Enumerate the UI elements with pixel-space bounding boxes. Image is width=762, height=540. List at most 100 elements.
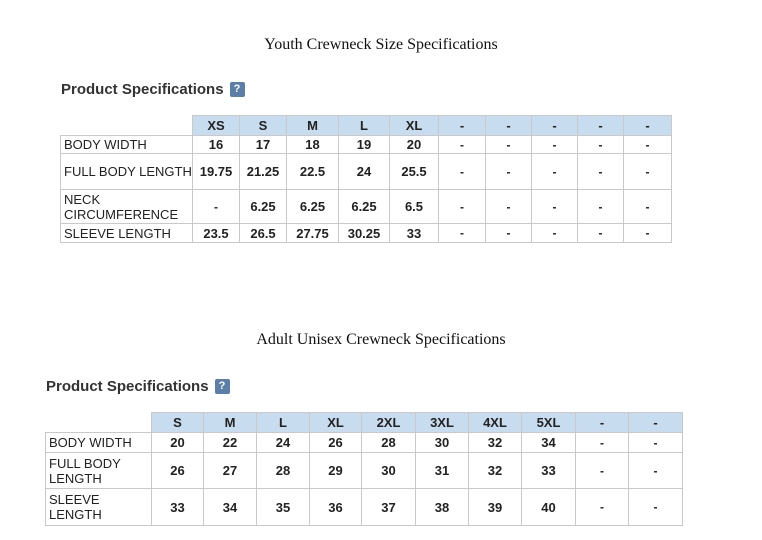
table-cell: 27.75 xyxy=(286,223,339,243)
table-cell: 24 xyxy=(256,432,310,453)
table-cell: 35 xyxy=(256,488,310,526)
table-cell: 19 xyxy=(338,135,390,154)
row-label: BODY WIDTH xyxy=(60,135,193,154)
table-cell: - xyxy=(485,189,532,224)
table-cell: 32 xyxy=(468,452,522,489)
row-label: BODY WIDTH xyxy=(45,432,152,453)
table-cell: - xyxy=(438,189,486,224)
size-column-header: - xyxy=(623,115,672,136)
table-cell: - xyxy=(628,488,683,526)
table-cell: 6.5 xyxy=(389,189,439,224)
help-icon[interactable]: ? xyxy=(214,379,230,394)
size-column-header: L xyxy=(338,115,390,136)
table-cell: - xyxy=(531,189,578,224)
table-cell: 19.75 xyxy=(192,153,240,190)
table-cell: 31 xyxy=(415,452,469,489)
size-column-header: 3XL xyxy=(415,412,469,433)
adult-spec-table: S M L XL 2XL 3XL 4XL 5XL - - BODY WIDTH 20 22 24 26 28 3… xyxy=(45,412,683,526)
size-column-header: XS xyxy=(192,115,240,136)
adult-spec-header-label: Product Specifications xyxy=(46,378,209,395)
size-column-header: XL xyxy=(389,115,439,136)
table-cell: - xyxy=(531,223,578,243)
size-column-header: - xyxy=(577,115,624,136)
table-cell: 20 xyxy=(389,135,439,154)
table-cell: 28 xyxy=(361,432,416,453)
size-column-header: 5XL xyxy=(521,412,576,433)
size-column-header: - xyxy=(485,115,532,136)
table-cell: 22.5 xyxy=(286,153,339,190)
table-cell: - xyxy=(623,189,672,224)
table-cell: 6.25 xyxy=(286,189,339,224)
size-column-header: M xyxy=(203,412,257,433)
size-column-header: 2XL xyxy=(361,412,416,433)
table-cell: 25.5 xyxy=(389,153,439,190)
table-cell: 21.25 xyxy=(239,153,287,190)
table-cell: - xyxy=(192,189,240,224)
row-label: FULL BODY LENGTH xyxy=(45,452,152,489)
table-cell: - xyxy=(531,153,578,190)
table-cell: 27 xyxy=(203,452,257,489)
table-cell: - xyxy=(628,452,683,489)
table-cell: 34 xyxy=(521,432,576,453)
table-cell: - xyxy=(577,223,624,243)
size-column-header: - xyxy=(628,412,683,433)
row-label: SLEEVE LENGTH xyxy=(45,488,152,526)
size-column-header: - xyxy=(531,115,578,136)
table-cell: 22 xyxy=(203,432,257,453)
adult-title: Adult Unisex Crewneck Specifications xyxy=(256,331,506,348)
table-cell: 33 xyxy=(521,452,576,489)
table-row: FULL BODY LENGTH 19.75 21.25 22.5 24 25.5- - - -… xyxy=(60,153,672,190)
table-cell: - xyxy=(577,189,624,224)
youth-spec-header-label: Product Specifications xyxy=(61,81,224,98)
table-cell: 6.25 xyxy=(239,189,287,224)
table-cell: 40 xyxy=(521,488,576,526)
size-column-header: S xyxy=(239,115,287,136)
table-row: BODY WIDTH 16 17 18 19 20- - - - - xyxy=(60,135,672,154)
table-cell: 32 xyxy=(468,432,522,453)
table-cell: 30 xyxy=(361,452,416,489)
table-cell: - xyxy=(575,452,629,489)
table-row: FULL BODY LENGTH 26 27 28 29 30 31 32 33- - xyxy=(45,452,683,489)
size-column-header: L xyxy=(256,412,310,433)
table-cell: 23.5 xyxy=(192,223,240,243)
row-label: NECK CIRCUMFERENCE xyxy=(60,189,193,224)
table-cell: - xyxy=(577,135,624,154)
table-cell: 6.25 xyxy=(338,189,390,224)
table-header-row: XS S M L XL - - - - - xyxy=(60,115,672,136)
table-cell: 26 xyxy=(309,432,362,453)
table-cell: - xyxy=(438,153,486,190)
table-row: SLEEVE LENGTH 23.5 26.5 27.75 30.25 33- - - - - xyxy=(60,223,672,243)
help-icon[interactable]: ? xyxy=(229,82,245,97)
table-cell: 24 xyxy=(338,153,390,190)
table-cell: - xyxy=(628,432,683,453)
adult-spec-header: Product Specifications ? xyxy=(46,378,230,395)
table-cell: - xyxy=(438,223,486,243)
size-column-header: 4XL xyxy=(468,412,522,433)
table-row: SLEEVE LENGTH 33 34 35 36 37 38 39 40- - xyxy=(45,488,683,526)
table-header-row: S M L XL 2XL 3XL 4XL 5XL - - xyxy=(45,412,683,433)
table-cell: - xyxy=(575,432,629,453)
table-cell: 30.25 xyxy=(338,223,390,243)
table-cell: - xyxy=(485,135,532,154)
size-column-header: - xyxy=(575,412,629,433)
row-label: FULL BODY LENGTH xyxy=(60,153,193,190)
table-cell: - xyxy=(575,488,629,526)
table-cell: 34 xyxy=(203,488,257,526)
table-cell: 18 xyxy=(286,135,339,154)
youth-spec-header: Product Specifications ? xyxy=(61,81,245,98)
table-row: BODY WIDTH 20 22 24 26 28 30 32 34- - xyxy=(45,432,683,453)
table-row: NECK CIRCUMFERENCE -6.25 6.25 6.25 6.5- - - - - xyxy=(60,189,672,224)
table-cell: - xyxy=(623,135,672,154)
table-cell: 30 xyxy=(415,432,469,453)
table-cell: 20 xyxy=(151,432,204,453)
table-cell: - xyxy=(623,153,672,190)
table-cell: - xyxy=(485,153,532,190)
table-cell: 39 xyxy=(468,488,522,526)
row-label: SLEEVE LENGTH xyxy=(60,223,193,243)
header-corner-cell xyxy=(60,115,193,136)
size-column-header: S xyxy=(151,412,204,433)
size-column-header: M xyxy=(286,115,339,136)
size-column-header: - xyxy=(438,115,486,136)
table-cell: - xyxy=(485,223,532,243)
table-cell: 26 xyxy=(151,452,204,489)
